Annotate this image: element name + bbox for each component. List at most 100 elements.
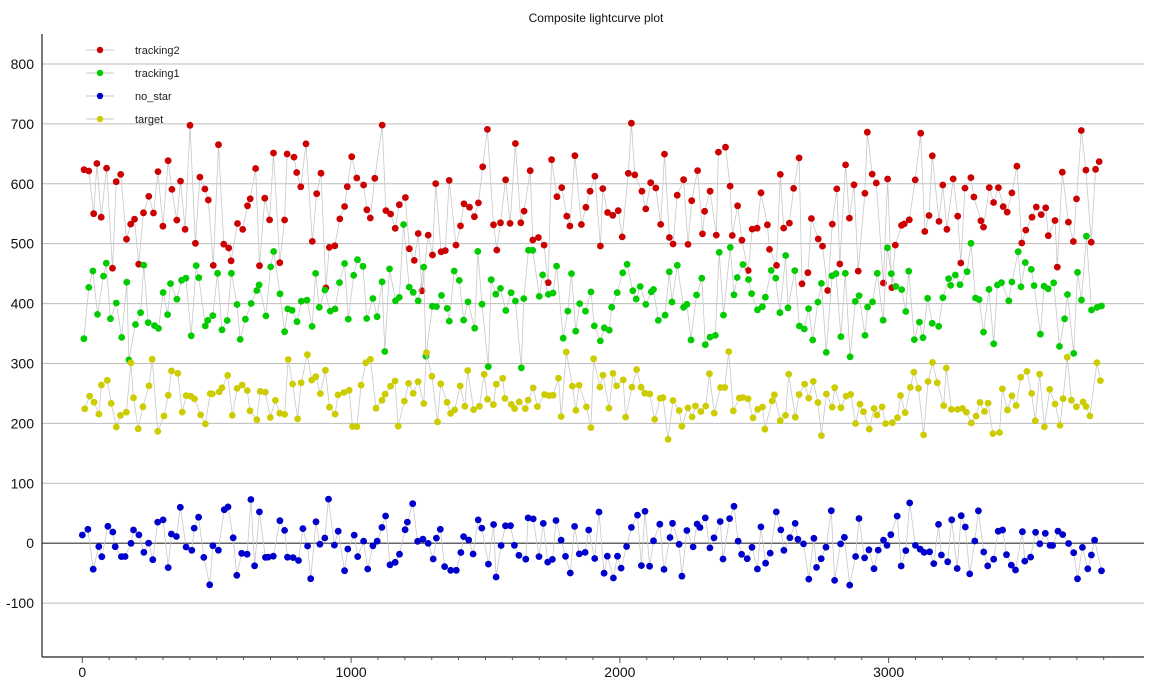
point-tracking1 bbox=[405, 283, 413, 291]
point-no_star bbox=[726, 515, 733, 522]
legend-marker bbox=[96, 69, 104, 77]
series-line-target bbox=[84, 351, 1101, 440]
point-tracking1 bbox=[223, 317, 231, 324]
point-tracking1 bbox=[378, 278, 386, 286]
chart-title: Composite lightcurve plot bbox=[529, 11, 664, 25]
point-no_star bbox=[424, 540, 432, 547]
point-no_star bbox=[870, 565, 878, 573]
point-no_star bbox=[1036, 540, 1044, 548]
point-tracking2 bbox=[917, 129, 925, 137]
point-no_star bbox=[373, 537, 381, 545]
point-no_star bbox=[706, 544, 714, 552]
point-target bbox=[823, 390, 830, 398]
point-target bbox=[940, 402, 948, 409]
point-tracking2 bbox=[599, 185, 607, 193]
point-tracking2 bbox=[566, 222, 574, 230]
point-tracking2 bbox=[395, 201, 403, 209]
point-tracking1 bbox=[123, 278, 131, 286]
point-target bbox=[378, 396, 386, 404]
point-no_star bbox=[515, 551, 523, 559]
point-target bbox=[791, 413, 799, 421]
point-tracking1 bbox=[608, 303, 616, 311]
point-tracking1 bbox=[687, 336, 695, 344]
point-target bbox=[646, 390, 654, 398]
point-tracking2 bbox=[215, 141, 222, 149]
point-tracking2 bbox=[738, 236, 746, 244]
point-tracking2 bbox=[728, 232, 736, 239]
point-tracking2 bbox=[154, 168, 162, 176]
point-tracking2 bbox=[252, 165, 259, 172]
legend-item-no_star: no_star bbox=[86, 91, 172, 103]
point-target bbox=[605, 404, 613, 412]
series-tracking2 bbox=[80, 119, 1103, 295]
point-no_star bbox=[95, 543, 103, 550]
point-no_star bbox=[874, 546, 882, 554]
point-tracking1 bbox=[568, 270, 575, 277]
point-no_star bbox=[861, 554, 868, 562]
point-no_star bbox=[360, 537, 367, 545]
point-tracking2 bbox=[484, 125, 491, 133]
point-tracking2 bbox=[836, 260, 844, 268]
point-tracking2 bbox=[872, 179, 880, 187]
legend-label: tracking1 bbox=[135, 68, 180, 80]
point-no_star bbox=[206, 581, 214, 589]
point-no_star bbox=[529, 515, 537, 523]
point-no_star bbox=[264, 553, 272, 561]
point-tracking1 bbox=[443, 305, 451, 312]
point-tracking2 bbox=[1070, 238, 1077, 245]
point-target bbox=[197, 411, 205, 419]
point-tracking1 bbox=[928, 319, 936, 327]
point-tracking2 bbox=[795, 154, 803, 162]
point-tracking1 bbox=[861, 332, 869, 339]
point-tracking1 bbox=[455, 277, 463, 284]
point-target bbox=[664, 436, 672, 443]
point-no_star bbox=[893, 512, 901, 520]
point-tracking2 bbox=[1082, 166, 1090, 174]
point-target bbox=[669, 397, 677, 404]
point-no_star bbox=[465, 536, 473, 544]
point-target bbox=[828, 403, 836, 411]
point-tracking2 bbox=[609, 211, 617, 219]
point-tracking1 bbox=[846, 353, 854, 361]
point-target bbox=[1056, 422, 1064, 429]
y-tick-label: 400 bbox=[11, 296, 35, 312]
point-no_star bbox=[948, 516, 956, 524]
point-no_star bbox=[149, 556, 157, 564]
point-tracking2 bbox=[744, 267, 752, 274]
point-tracking2 bbox=[850, 181, 858, 189]
point-target bbox=[1093, 359, 1101, 366]
point-target bbox=[322, 366, 329, 374]
point-tracking2 bbox=[891, 241, 899, 249]
point-tracking2 bbox=[414, 230, 422, 237]
point-tracking2 bbox=[673, 191, 681, 199]
point-no_star bbox=[683, 527, 691, 534]
point-no_star bbox=[269, 552, 277, 560]
point-tracking1 bbox=[502, 307, 510, 314]
point-target bbox=[996, 429, 1003, 436]
point-tracking2 bbox=[824, 287, 832, 294]
point-tracking2 bbox=[995, 184, 1002, 192]
point-tracking1 bbox=[107, 315, 114, 323]
point-tracking1 bbox=[613, 289, 621, 296]
point-no_star bbox=[980, 548, 988, 556]
point-target bbox=[148, 355, 156, 363]
point-no_star bbox=[209, 542, 217, 550]
point-target bbox=[127, 359, 135, 367]
point-target bbox=[651, 416, 659, 423]
point-tracking1 bbox=[433, 303, 440, 310]
point-tracking2 bbox=[722, 143, 729, 151]
point-tracking2 bbox=[256, 262, 263, 270]
point-tracking2 bbox=[360, 181, 367, 189]
point-no_star bbox=[497, 542, 505, 549]
point-tracking2 bbox=[109, 264, 116, 272]
point-no_star bbox=[912, 542, 919, 549]
point-tracking1 bbox=[650, 286, 657, 293]
point-no_star bbox=[304, 542, 311, 550]
point-no_star bbox=[575, 550, 583, 558]
point-no_star bbox=[669, 519, 676, 527]
point-target bbox=[284, 356, 292, 363]
point-no_star bbox=[331, 541, 338, 549]
point-tracking1 bbox=[549, 289, 557, 297]
point-tracking1 bbox=[438, 292, 445, 299]
point-no_star bbox=[378, 524, 386, 531]
